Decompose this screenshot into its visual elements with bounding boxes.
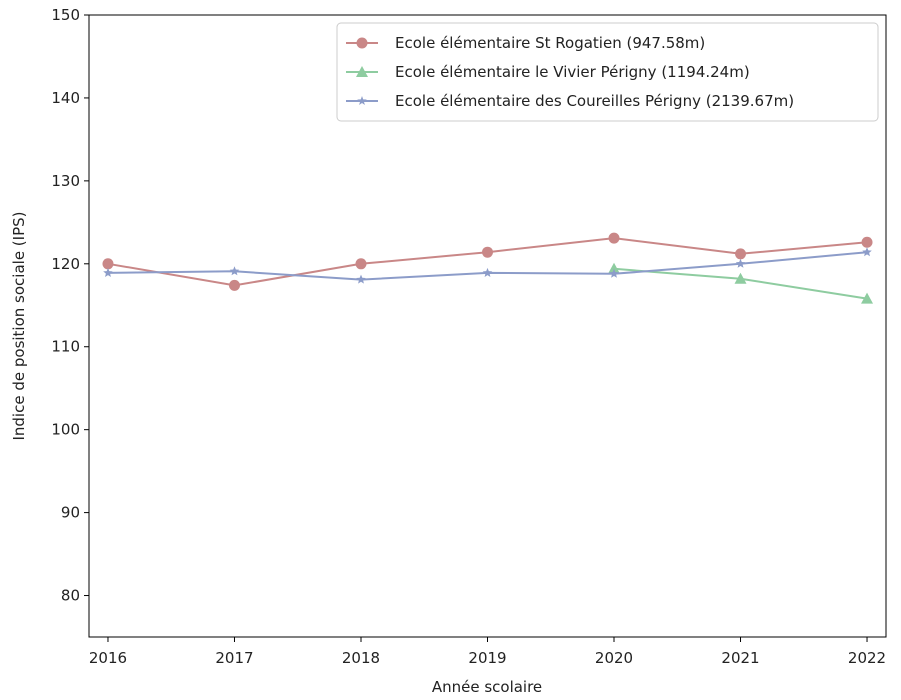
y-tick-label: 150 <box>51 6 80 24</box>
x-tick-label: 2016 <box>89 649 127 667</box>
series-3-point <box>862 247 872 257</box>
x-axis-ticks: 2016 2017 2018 2019 2020 2021 2022 <box>89 637 886 667</box>
series-3-point <box>356 274 366 284</box>
series-2 <box>608 262 874 304</box>
series-1-point <box>861 236 873 248</box>
x-tick-label: 2020 <box>595 649 633 667</box>
legend-label-coureilles-perigny: Ecole élémentaire des Coureilles Périgny… <box>395 92 794 110</box>
x-tick-label: 2021 <box>721 649 759 667</box>
legend-marker-star <box>357 96 367 105</box>
legend-item-st-rogatien: Ecole élémentaire St Rogatien (947.58m) <box>346 34 705 52</box>
series-2-point <box>734 272 747 284</box>
legend: Ecole élémentaire St Rogatien (947.58m) … <box>336 22 879 122</box>
y-tick-label: 100 <box>51 421 80 439</box>
legend-marker-triangle <box>356 66 368 77</box>
series-1 <box>102 232 873 291</box>
x-tick-label: 2018 <box>342 649 380 667</box>
series-layer <box>102 232 874 304</box>
x-axis-title: Année scolaire <box>432 678 542 696</box>
series-3-point <box>735 258 746 268</box>
series-3 <box>103 247 872 284</box>
series-1-point <box>735 248 747 260</box>
y-axis-title: Indice de position sociale (IPS) <box>10 211 28 440</box>
series-1-point <box>482 246 493 258</box>
series-1-point <box>608 232 620 244</box>
y-tick-label: 120 <box>51 255 80 273</box>
legend-label-vivier-perigny: Ecole élémentaire le Vivier Périgny (119… <box>395 63 750 81</box>
y-tick-label: 80 <box>61 587 80 605</box>
y-axis-ticks: 80 90 100 110 120 130 140 150 <box>51 6 89 605</box>
series-3-point <box>482 267 493 277</box>
legend-frame <box>336 22 879 122</box>
series-1-point <box>228 279 240 291</box>
series-3-point <box>103 267 113 277</box>
series-1-point <box>355 258 367 270</box>
series-1-point <box>102 258 114 270</box>
legend-item-vivier-perigny: Ecole élémentaire le Vivier Périgny (119… <box>346 63 750 81</box>
legend-marker-circle <box>356 37 368 49</box>
series-3-point <box>609 268 619 278</box>
x-tick-label: 2022 <box>848 649 886 667</box>
x-tick-label: 2019 <box>468 649 506 667</box>
legend-item-coureilles-perigny: Ecole élémentaire des Coureilles Périgny… <box>346 92 794 110</box>
y-tick-label: 90 <box>61 504 80 522</box>
y-tick-label: 140 <box>51 89 80 107</box>
y-tick-label: 130 <box>51 172 80 190</box>
series-2-point <box>861 292 874 304</box>
series-2-point <box>608 262 621 274</box>
x-tick-label: 2017 <box>215 649 253 667</box>
y-tick-label: 110 <box>51 338 80 356</box>
legend-label-st-rogatien: Ecole élémentaire St Rogatien (947.58m) <box>395 34 705 52</box>
series-3-point <box>229 266 240 276</box>
